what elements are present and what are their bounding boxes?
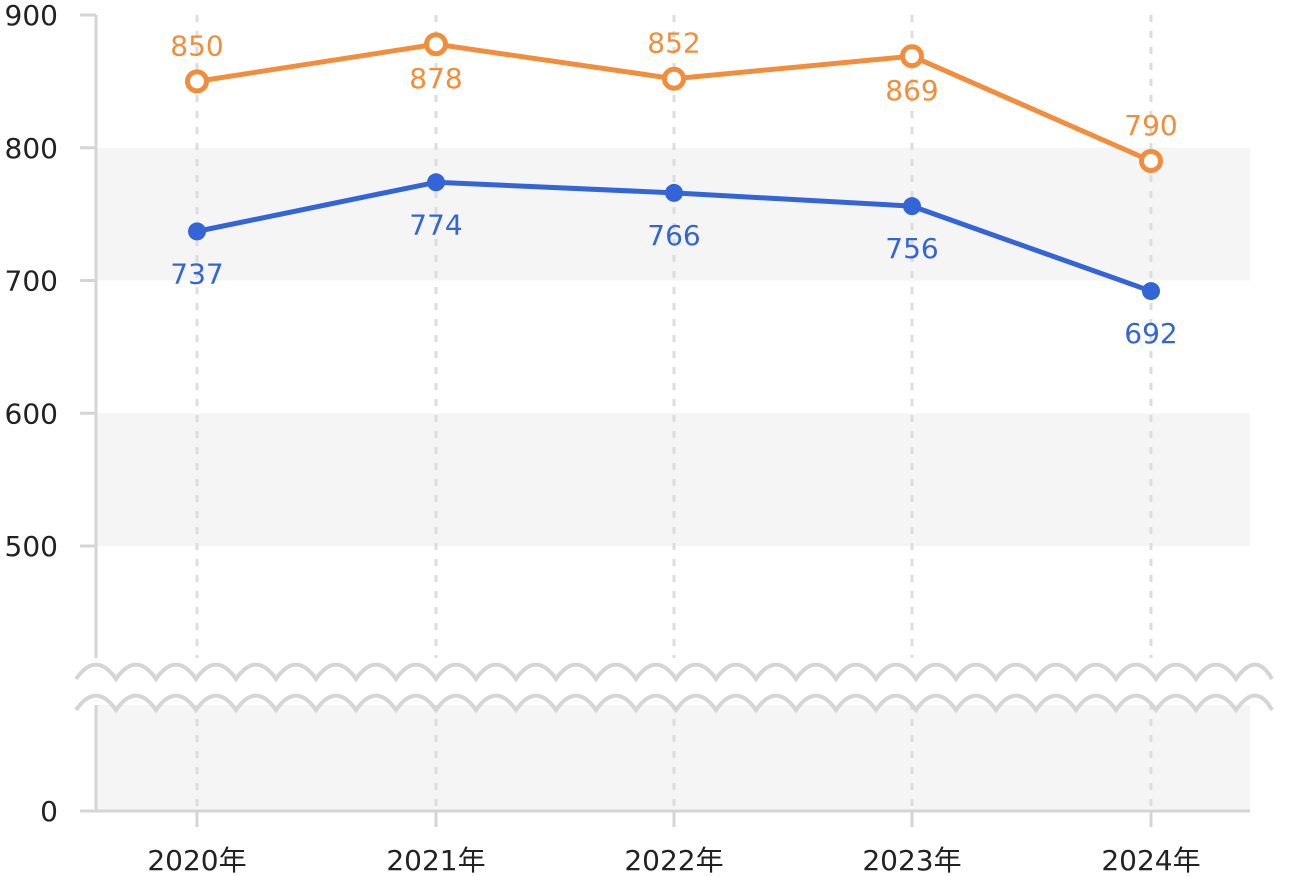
point-marker [1139, 149, 1163, 174]
axis-break-wave-top [74, 662, 1274, 683]
axes: 0 500 600 700 800 900 2020年 2021年 2022年 2023年 2024… [5, 0, 1250, 876]
labels-layer: 850 878 852 869 790 737 774 766 756 692 [170, 27, 1177, 350]
data-label: 737 [170, 257, 223, 290]
axis-break [74, 658, 1274, 714]
point-marker [185, 69, 209, 94]
x-tick-label: 2022年 [624, 844, 723, 876]
point-marker [665, 183, 683, 202]
point-marker [427, 173, 445, 192]
y-tick-label: 0 [40, 795, 58, 828]
x-tick-label: 2020年 [147, 844, 246, 876]
y-tick-label: 600 [5, 397, 58, 430]
y-tick-label: 800 [5, 132, 58, 165]
data-label: 774 [409, 208, 462, 241]
x-tick-label: 2021年 [386, 844, 485, 876]
data-label: 692 [1124, 317, 1177, 350]
point-marker [188, 222, 206, 241]
data-label: 878 [409, 62, 462, 95]
y-tick-label: 700 [5, 265, 58, 298]
category-gridlines [195, 15, 1153, 811]
point-marker [424, 32, 448, 57]
band-lower [96, 690, 1250, 811]
point-marker [662, 66, 686, 91]
x-tick-label: 2023年 [862, 844, 961, 876]
y-tick-label: 900 [5, 0, 58, 32]
y-tick-label: 500 [5, 530, 58, 563]
axis-break-wave-bottom [74, 693, 1274, 714]
data-label: 790 [1124, 109, 1177, 142]
data-label: 766 [647, 219, 700, 252]
series-layer [185, 32, 1163, 301]
data-label: 850 [170, 29, 223, 62]
data-label: 869 [885, 74, 938, 107]
x-tick-label: 2024年 [1101, 844, 1200, 876]
point-marker [903, 197, 921, 216]
point-marker [900, 44, 924, 69]
data-label: 852 [647, 27, 700, 60]
point-marker [1142, 282, 1160, 301]
data-label: 756 [885, 232, 938, 265]
